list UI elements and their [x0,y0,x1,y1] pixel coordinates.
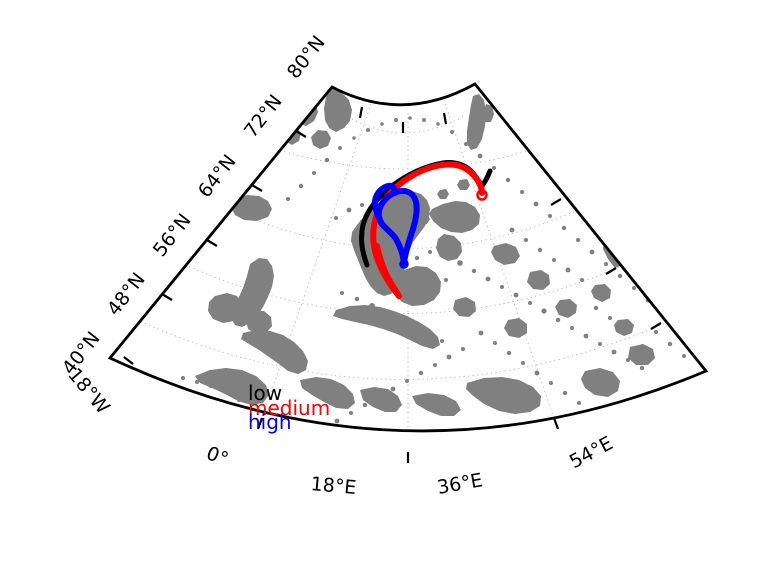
lon-label-18w: 18°W [63,364,114,418]
legend-label-low: low [248,381,282,405]
legend: low medium high [248,381,330,434]
legend-label-medium: medium [248,396,330,420]
lon-label-0: 0° [203,442,231,470]
trajectory-tracks [359,160,493,299]
lon-label-54e: 54°E [566,432,617,473]
map-border [107,82,709,433]
track-medium-endpoint [476,189,488,201]
track-high-branch [372,182,398,227]
legend-label-high: high [248,410,292,434]
lat-label-72n: 72°N [240,91,287,142]
track-high-loop [375,187,420,266]
lat-label-80n: 80°N [283,32,330,83]
track-high-endpoint [399,259,409,269]
track-medium-lower [374,243,402,299]
lon-label-36e: 36°E [436,469,485,499]
lat-label-48n: 48°N [103,269,150,320]
lat-label-56n: 56°N [149,210,196,261]
lat-label-64n: 64°N [194,151,241,202]
frame-ticks [123,106,662,463]
lon-label-18e: 18°E [310,473,357,499]
